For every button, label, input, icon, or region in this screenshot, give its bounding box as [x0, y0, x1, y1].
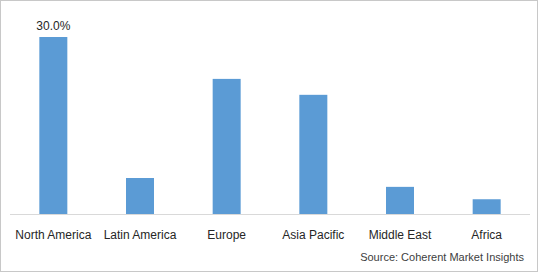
bar: [473, 199, 501, 214]
category-label: Europe: [207, 228, 246, 242]
chart-frame: [1, 1, 538, 272]
x-axis-line: [10, 214, 530, 215]
category-label: North America: [15, 228, 91, 242]
bar: [213, 79, 241, 214]
category-label: Asia Pacific: [282, 228, 344, 242]
source-note: Source: Coherent Market Insights: [360, 251, 524, 263]
bar: [386, 187, 414, 214]
bar: [299, 95, 327, 214]
bar: [39, 37, 67, 214]
data-label: 30.0%: [36, 19, 70, 33]
chart: North America Latin America Europe Asia Pac…: [0, 0, 538, 272]
category-label: Africa: [471, 228, 502, 242]
category-label: Latin America: [104, 228, 177, 242]
bar: [126, 178, 154, 214]
category-label: Middle East: [369, 228, 432, 242]
bars: [39, 37, 500, 214]
